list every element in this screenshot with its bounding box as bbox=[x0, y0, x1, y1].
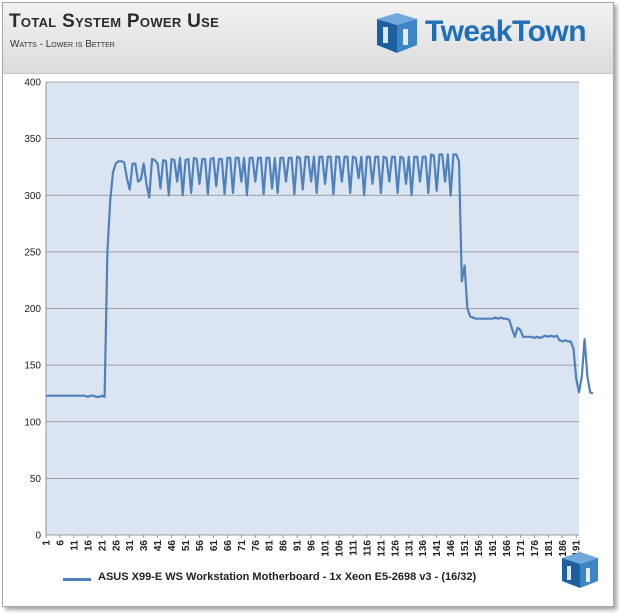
x-tick-label: 31 bbox=[125, 540, 136, 552]
y-tick-label: 200 bbox=[24, 304, 41, 315]
x-tick-label: 141 bbox=[432, 540, 443, 557]
x-tick-label: 46 bbox=[167, 540, 178, 552]
x-tick-label: 96 bbox=[307, 540, 318, 552]
x-tick-label: 36 bbox=[139, 540, 150, 552]
x-tick-label: 146 bbox=[446, 540, 457, 557]
legend-entry: ASUS X99-E WS Workstation Motherboard - … bbox=[98, 571, 477, 583]
x-tick-label: 41 bbox=[153, 540, 164, 552]
x-tick-label: 136 bbox=[418, 540, 429, 557]
x-tick-label: 76 bbox=[251, 540, 262, 552]
x-tick-label: 1 bbox=[42, 540, 53, 546]
chart-subtitle: Watts - Lower is Better bbox=[10, 39, 115, 50]
x-tick-label: 26 bbox=[111, 540, 122, 552]
x-tick-label: 176 bbox=[530, 540, 541, 557]
y-axis-ticks: 0 50 100 150 200 250 300 350 400 bbox=[24, 78, 41, 542]
x-tick-label: 191 bbox=[572, 540, 583, 557]
x-tick-label: 91 bbox=[293, 540, 304, 552]
x-tick-label: 166 bbox=[502, 540, 513, 557]
series-layer bbox=[46, 153, 594, 398]
x-axis-ticks: 1 6 11 16 21 26 31 36 41 46 51 56 61 66 71 76 81 86 91 96 10… bbox=[42, 535, 583, 557]
x-tick-label: 16 bbox=[83, 540, 94, 552]
chart-header: Total System Power Use Watts - Lower is … bbox=[3, 3, 613, 74]
grid-lines bbox=[45, 81, 579, 536]
x-tick-label: 116 bbox=[362, 540, 373, 557]
x-tick-label: 181 bbox=[544, 540, 555, 557]
x-tick-label: 81 bbox=[265, 540, 276, 552]
y-tick-label: 50 bbox=[30, 474, 42, 485]
y-tick-label: 100 bbox=[24, 417, 41, 428]
y-tick-label: 150 bbox=[24, 361, 41, 372]
chart-frame: Total System Power Use Watts - Lower is … bbox=[2, 2, 614, 607]
x-tick-label: 71 bbox=[237, 540, 248, 552]
x-tick-label: 11 bbox=[69, 540, 80, 551]
y-tick-label: 300 bbox=[24, 191, 41, 202]
tweaktown-logo: TweakTown bbox=[373, 11, 603, 57]
series-line-0 bbox=[46, 153, 594, 398]
x-tick-label: 171 bbox=[516, 540, 527, 557]
x-tick-label: 86 bbox=[279, 540, 290, 552]
chart-title: Total System Power Use bbox=[9, 11, 220, 32]
x-tick-label: 56 bbox=[195, 540, 206, 552]
y-tick-label: 350 bbox=[24, 134, 41, 145]
y-tick-label: 250 bbox=[24, 247, 41, 258]
x-tick-label: 101 bbox=[321, 540, 332, 557]
x-tick-label: 111 bbox=[348, 540, 359, 556]
x-tick-label: 106 bbox=[335, 540, 346, 557]
tweaktown-logo-text: TweakTown bbox=[425, 15, 587, 48]
tweaktown-logo-icon bbox=[377, 13, 417, 53]
x-tick-label: 121 bbox=[376, 540, 387, 557]
x-tick-label: 126 bbox=[390, 540, 401, 557]
y-tick-label: 0 bbox=[35, 531, 41, 542]
x-tick-label: 131 bbox=[404, 540, 415, 557]
x-tick-label: 51 bbox=[181, 540, 192, 552]
x-tick-label: 151 bbox=[460, 540, 471, 557]
x-tick-label: 161 bbox=[488, 540, 499, 557]
y-tick-label: 400 bbox=[24, 78, 41, 89]
x-tick-label: 6 bbox=[55, 540, 66, 546]
x-tick-label: 156 bbox=[474, 540, 485, 557]
x-tick-label: 186 bbox=[558, 540, 569, 557]
x-tick-label: 66 bbox=[223, 540, 234, 552]
tweaktown-corner-logo-icon bbox=[562, 552, 598, 588]
legend-swatch bbox=[63, 578, 91, 581]
x-tick-label: 61 bbox=[209, 540, 220, 552]
x-tick-label: 21 bbox=[97, 540, 108, 552]
